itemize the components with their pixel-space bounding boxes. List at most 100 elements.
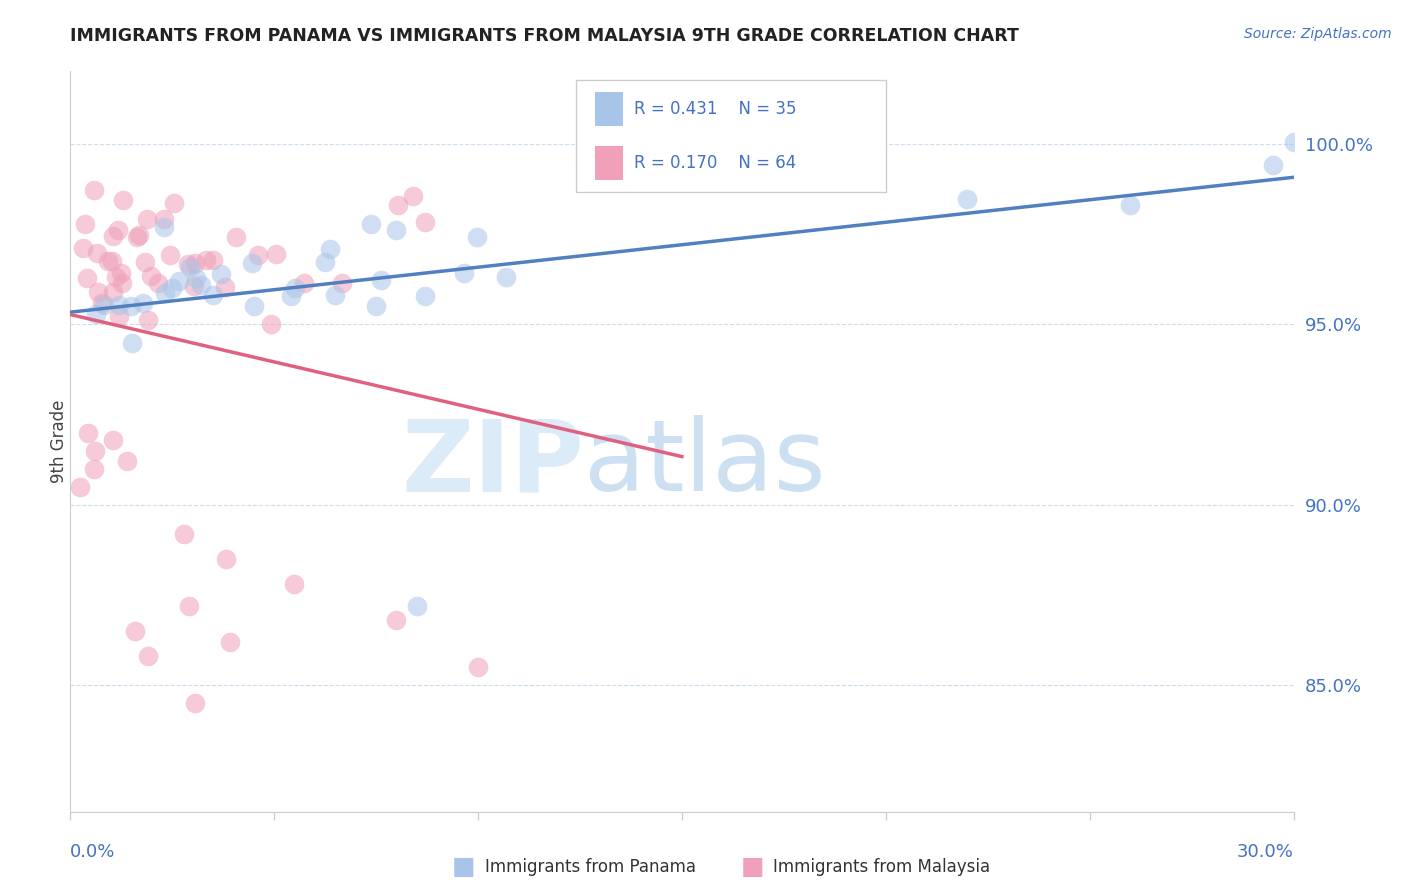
Point [214, 280, 236, 294]
Point [186, 270, 208, 285]
Point [101, 285, 124, 299]
Point [135, 211, 157, 226]
Point [283, 577, 305, 591]
Point [284, 281, 307, 295]
Point [107, 223, 129, 237]
Point [115, 454, 138, 468]
Point [184, 256, 207, 270]
Text: R = 0.431    N = 35: R = 0.431 N = 35 [634, 100, 797, 118]
Point [108, 309, 131, 323]
Point [111, 276, 134, 290]
Text: R = 0.170    N = 64: R = 0.170 N = 64 [634, 154, 796, 172]
Text: IMMIGRANTS FROM PANAMA VS IMMIGRANTS FROM MALAYSIA 9TH GRADE CORRELATION CHART: IMMIGRANTS FROM PANAMA VS IMMIGRANTS FRO… [70, 27, 1019, 45]
Point [128, 227, 150, 242]
Text: Immigrants from Malaysia: Immigrants from Malaysia [773, 858, 990, 876]
Point [209, 267, 232, 281]
Point [124, 624, 146, 639]
Point [387, 198, 409, 212]
Point [183, 279, 205, 293]
Point [104, 269, 127, 284]
Point [97, 254, 120, 268]
Point [87, 285, 110, 300]
Point [141, 268, 163, 283]
Point [159, 248, 181, 262]
Point [264, 247, 287, 261]
Point [453, 266, 475, 280]
Point [84, 307, 107, 321]
Point [194, 253, 217, 268]
Text: ZIP: ZIP [401, 416, 583, 512]
Point [415, 288, 437, 302]
Point [76, 425, 98, 440]
Point [202, 288, 225, 302]
Point [1119, 198, 1142, 212]
Point [136, 313, 159, 327]
Point [84, 443, 107, 458]
Point [69, 480, 91, 494]
Point [1282, 135, 1305, 149]
Point [72, 242, 94, 256]
Point [1261, 158, 1284, 172]
Point [146, 277, 169, 291]
Point [360, 217, 382, 231]
Point [83, 183, 105, 197]
Point [153, 211, 176, 226]
Point [121, 336, 143, 351]
Point [173, 526, 195, 541]
Point [86, 246, 108, 260]
Point [121, 299, 143, 313]
Point [75, 217, 97, 231]
Point [110, 266, 132, 280]
Point [385, 613, 408, 627]
Point [330, 276, 353, 290]
Point [465, 230, 488, 244]
Point [107, 298, 129, 312]
Text: Immigrants from Panama: Immigrants from Panama [485, 858, 696, 876]
Point [90, 296, 112, 310]
Y-axis label: 9th Grade: 9th Grade [51, 400, 67, 483]
Text: 30.0%: 30.0% [1237, 843, 1294, 861]
Point [179, 260, 201, 274]
Point [956, 192, 979, 206]
Point [153, 220, 176, 235]
Point [319, 242, 342, 256]
Point [93, 298, 115, 312]
Point [101, 229, 124, 244]
Point [190, 278, 212, 293]
Point [240, 256, 263, 270]
Point [177, 257, 200, 271]
Point [101, 433, 124, 447]
Point [100, 254, 122, 268]
Point [169, 274, 191, 288]
Point [76, 270, 98, 285]
Point [243, 299, 266, 313]
Point [219, 635, 242, 649]
Text: ■: ■ [453, 855, 475, 879]
Point [402, 188, 425, 202]
Point [163, 196, 186, 211]
Point [370, 273, 392, 287]
Point [292, 276, 315, 290]
Text: atlas: atlas [583, 416, 825, 512]
Point [366, 299, 388, 313]
Point [153, 286, 176, 301]
Point [225, 230, 247, 244]
Point [136, 649, 159, 664]
Point [495, 270, 517, 285]
Point [247, 248, 270, 262]
Point [467, 660, 489, 674]
Text: 0.0%: 0.0% [70, 843, 115, 861]
Point [406, 599, 429, 613]
Point [162, 281, 183, 295]
Text: ■: ■ [741, 855, 763, 879]
Point [83, 461, 105, 475]
Point [132, 296, 155, 310]
Point [179, 599, 201, 613]
Point [314, 255, 336, 269]
Point [112, 194, 135, 208]
Point [201, 253, 224, 268]
Point [323, 288, 347, 302]
Point [413, 215, 436, 229]
Point [280, 289, 302, 303]
Point [184, 697, 207, 711]
